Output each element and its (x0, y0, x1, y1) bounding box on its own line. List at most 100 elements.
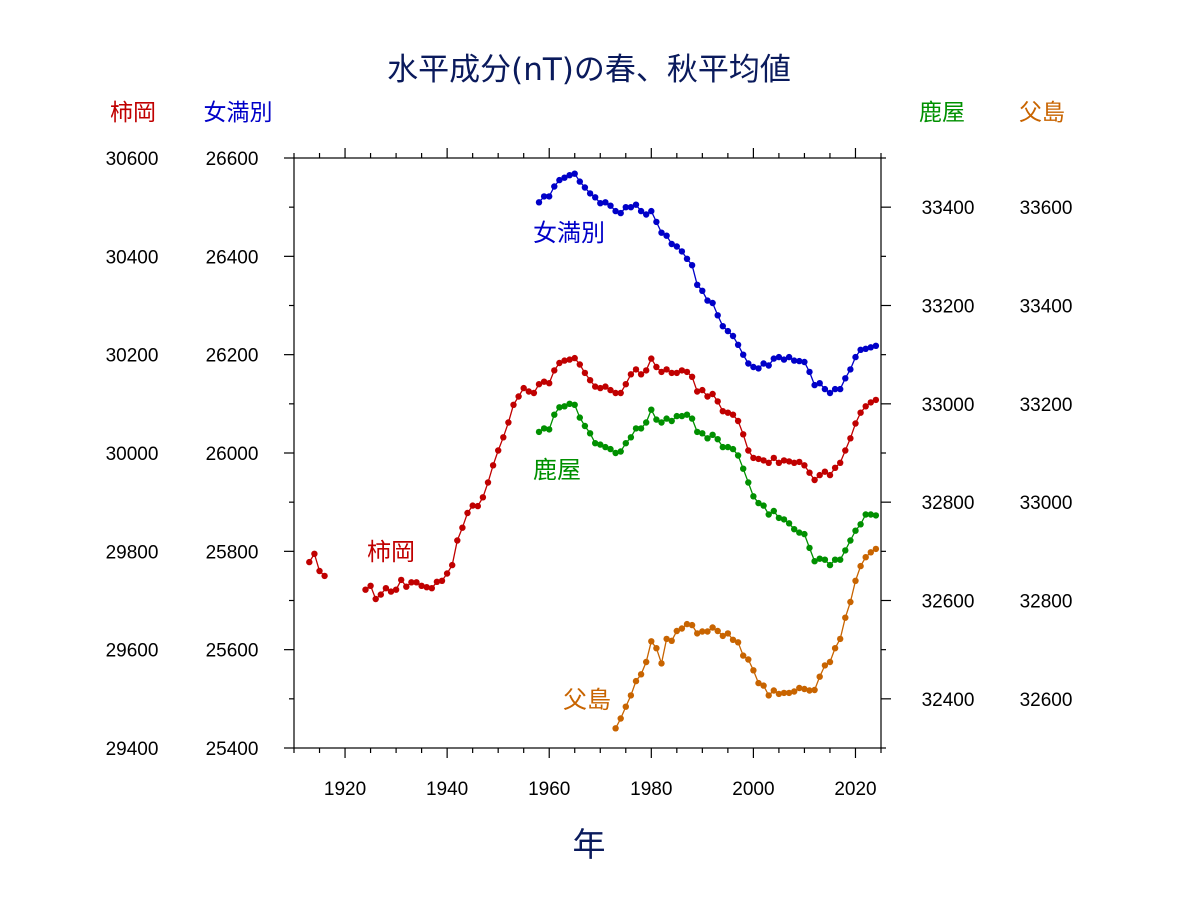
inline-label-memambetsu: 女満別 (533, 219, 605, 247)
data-point (780, 457, 788, 464)
data-point (663, 366, 670, 373)
data-point (556, 176, 563, 184)
data-point (551, 183, 558, 190)
data-point (576, 414, 583, 421)
data-point (862, 511, 869, 518)
data-point (500, 434, 507, 441)
data-point (653, 218, 660, 226)
data-point (668, 240, 675, 248)
data-point (740, 652, 747, 659)
data-point (791, 357, 798, 364)
data-point (668, 417, 675, 425)
data-point (586, 190, 594, 197)
data-point (622, 204, 629, 211)
data-point (734, 417, 742, 425)
data-point (842, 547, 849, 554)
data-point (627, 434, 635, 441)
data-point (571, 354, 578, 362)
data-point (765, 362, 772, 369)
data-point (780, 356, 788, 363)
right-inner-tick-label: 32600 (922, 592, 975, 613)
data-point (862, 345, 869, 352)
data-point (495, 447, 502, 454)
data-point (382, 585, 390, 592)
left-inner-tick-label: 25600 (206, 641, 259, 662)
data-point (597, 441, 604, 448)
data-point (622, 703, 629, 710)
data-point (740, 351, 747, 358)
data-point (673, 627, 680, 635)
data-point (826, 389, 834, 397)
data-point (719, 323, 726, 330)
data-point (612, 207, 619, 215)
data-point (867, 549, 874, 556)
data-point (796, 529, 803, 536)
axis-header-chichijima: 父島 (1019, 100, 1065, 126)
data-point (806, 544, 813, 552)
data-point (872, 396, 880, 404)
data-point (581, 422, 589, 430)
data-point (699, 386, 706, 394)
data-point (760, 457, 767, 464)
data-point (755, 499, 762, 507)
right-outer-tick-label: 32600 (1020, 690, 1073, 711)
data-point (729, 332, 737, 340)
right-outer-tick-label: 33600 (1020, 198, 1073, 219)
data-point (546, 380, 553, 387)
data-point (566, 172, 573, 179)
axis-header-kanoya: 鹿屋 (919, 100, 965, 126)
data-point (816, 555, 823, 562)
data-point (857, 562, 864, 570)
data-point (709, 299, 716, 307)
data-point (745, 479, 752, 486)
data-point (612, 449, 619, 457)
data-point (729, 445, 737, 453)
right-inner-tick-label: 33000 (922, 395, 975, 416)
data-point (714, 398, 721, 405)
data-point (637, 671, 645, 678)
data-point (469, 502, 476, 509)
data-point (724, 327, 732, 335)
data-point (668, 369, 675, 377)
data-point (663, 415, 670, 422)
data-point (847, 366, 854, 373)
data-point (433, 578, 441, 585)
data-point (785, 689, 793, 697)
left-outer-tick-label: 30000 (106, 444, 159, 465)
data-point (699, 430, 706, 437)
data-point (571, 170, 578, 177)
right-inner-tick-label: 32800 (922, 493, 975, 514)
data-point (535, 199, 543, 206)
data-point (653, 416, 660, 423)
data-point (678, 412, 686, 420)
data-point (683, 255, 691, 262)
data-point (643, 367, 650, 374)
data-point (362, 586, 369, 593)
data-point (785, 458, 793, 465)
data-point (653, 645, 660, 652)
data-point (602, 383, 609, 390)
data-point (678, 367, 686, 374)
data-point (724, 409, 732, 416)
data-point (770, 454, 777, 462)
data-point (837, 385, 844, 393)
left-inner-tick-label: 25800 (206, 542, 259, 563)
data-point (831, 464, 839, 471)
data-point (683, 620, 691, 628)
x-axis-title: 年 (573, 825, 606, 864)
data-point (801, 462, 808, 469)
data-point (556, 404, 563, 411)
data-point (464, 509, 471, 517)
x-tick-label: 2020 (834, 779, 876, 800)
data-point (683, 368, 691, 376)
chart-title: 水平成分(nT)の春、秋平均値 (387, 52, 791, 88)
data-point (694, 281, 701, 288)
data-point (750, 363, 757, 371)
data-point (801, 685, 808, 693)
data-point (474, 502, 481, 510)
data-point (694, 630, 701, 637)
data-point (867, 344, 874, 351)
data-point (546, 426, 553, 433)
data-point (602, 199, 609, 206)
data-point (597, 384, 604, 392)
